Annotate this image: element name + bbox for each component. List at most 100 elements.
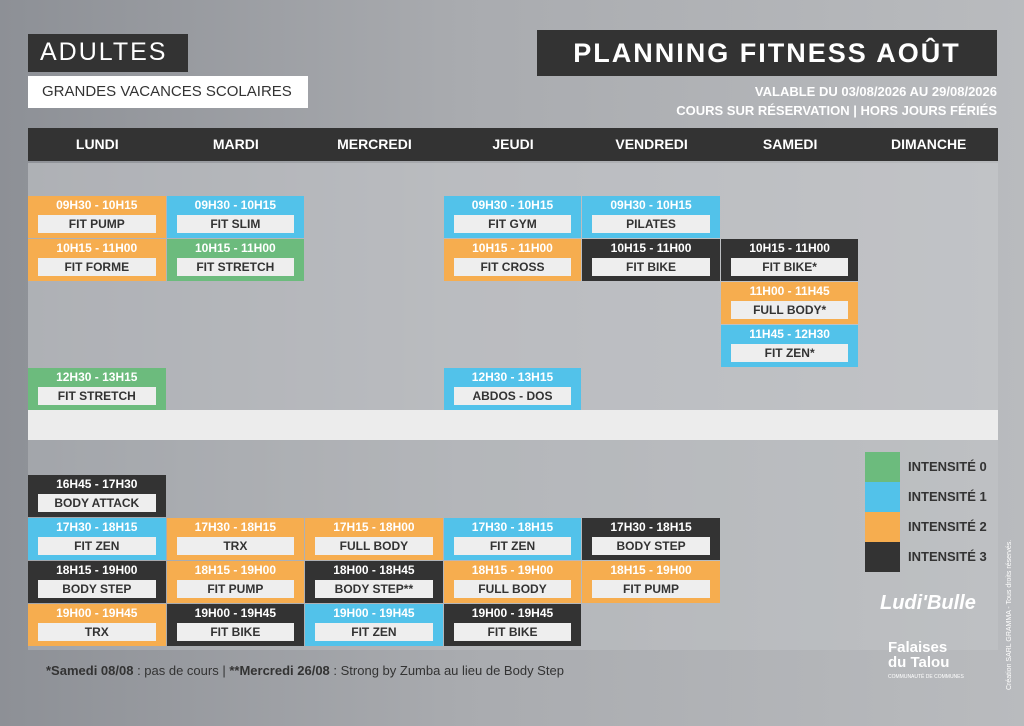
- session-time: 16H45 - 17H30: [56, 477, 138, 491]
- session: 18H00 - 18H45 BODY STEP**: [305, 561, 443, 603]
- session-name: FIT BIKE: [176, 623, 295, 641]
- session-name: FIT FORME: [38, 258, 156, 276]
- session-time: 10H15 - 11H00: [56, 241, 138, 255]
- session: 17H30 - 18H15 TRX: [166, 518, 305, 560]
- footnote-part: : pas de cours |: [133, 663, 230, 678]
- session-name: PILATES: [592, 215, 710, 233]
- day-label: JEUDI: [492, 136, 534, 152]
- day-label: MARDI: [212, 136, 259, 152]
- community-logo: Falaises du Talou: [888, 639, 950, 671]
- legend-label: INTENSITÉ 1: [908, 489, 987, 504]
- legend-label: INTENSITÉ 2: [908, 519, 987, 534]
- session-name: FIT ZEN: [315, 623, 433, 641]
- session-time: 19H00 - 19H45: [471, 606, 554, 620]
- session: 10H15 - 11H00 FIT STRETCH: [166, 239, 305, 281]
- session: 18H15 - 19H00 BODY STEP: [28, 561, 166, 603]
- session-name: FIT ZEN*: [730, 344, 849, 362]
- legend-swatch: [865, 452, 900, 482]
- session-name: FIT BIKE*: [730, 258, 849, 276]
- session: 19H00 - 19H45 FIT ZEN: [305, 604, 443, 646]
- session-name: FIT PUMP: [592, 580, 710, 598]
- session-time: 10H15 - 11H00: [472, 241, 553, 255]
- session: 17H15 - 18H00 FULL BODY: [305, 518, 443, 560]
- legend-label: INTENSITÉ 0: [908, 459, 987, 474]
- legend-swatch: [865, 512, 900, 542]
- session-time: 19H00 - 19H45: [194, 606, 277, 620]
- title: PLANNING FITNESS AOÛT: [537, 30, 997, 76]
- session: 09H30 - 10H15 PILATES: [582, 196, 720, 238]
- session-time: 18H15 - 19H00: [56, 563, 138, 577]
- day-label: SAMEDI: [762, 136, 818, 152]
- session-time: 19H00 - 19H45: [56, 606, 138, 620]
- session-time: 18H00 - 18H45: [333, 563, 415, 577]
- session-time: 19H00 - 19H45: [333, 606, 415, 620]
- session: 12H30 - 13H15 FIT STRETCH: [28, 368, 166, 410]
- session-name: FIT ZEN: [38, 537, 156, 555]
- footnote-part: *Samedi 08/08: [46, 663, 134, 678]
- session-name: FIT GYM: [453, 215, 572, 233]
- day-bar: [28, 128, 998, 161]
- session-name: BODY ATTACK: [38, 494, 156, 512]
- session: 17H30 - 18H15 FIT ZEN: [28, 518, 166, 560]
- session-time: 17H30 - 18H15: [471, 520, 554, 534]
- session-name: FULL BODY*: [730, 301, 849, 319]
- session: 10H15 - 11H00 FIT CROSS: [443, 239, 582, 281]
- day-label: VENDREDI: [615, 136, 688, 152]
- community-sub: COMMUNAUTÉ DE COMMUNES: [888, 674, 964, 680]
- session-name: FIT STRETCH: [176, 258, 295, 276]
- session-time: 10H15 - 11H00: [610, 241, 692, 255]
- session: 18H15 - 19H00 FIT PUMP: [166, 561, 305, 603]
- session-name: FIT BIKE: [592, 258, 710, 276]
- session-time: 17H30 - 18H15: [194, 520, 277, 534]
- session-name: FIT BIKE: [453, 623, 572, 641]
- session-time: 18H15 - 19H00: [471, 563, 554, 577]
- legend-swatch: [865, 482, 900, 512]
- session: 10H15 - 11H00 FIT FORME: [28, 239, 166, 281]
- session-name: FULL BODY: [315, 537, 433, 555]
- credit: Création SARL GRAMMA - Tous droits réser…: [1006, 539, 1013, 690]
- session: 17H30 - 18H15 BODY STEP: [582, 518, 720, 560]
- session: 12H30 - 13H15 ABDOS - DOS: [443, 368, 582, 410]
- badge: ADULTES: [28, 34, 188, 72]
- brand-logo: Ludi'Bulle: [880, 592, 976, 614]
- session: 09H30 - 10H15 FIT SLIM: [166, 196, 305, 238]
- session: 17H30 - 18H15 FIT ZEN: [443, 518, 582, 560]
- session-time: 12H30 - 13H15: [471, 370, 554, 384]
- day-label: DIMANCHE: [890, 136, 967, 152]
- session: 09H30 - 10H15 FIT PUMP: [28, 196, 166, 238]
- session: 11H00 - 11H45 FULL BODY*: [720, 282, 859, 324]
- session-name: FIT PUMP: [38, 215, 156, 233]
- session-name: FIT SLIM: [176, 215, 295, 233]
- session-time: 17H30 - 18H15: [56, 520, 138, 534]
- session-time: 09H30 - 10H15: [471, 198, 554, 212]
- session-time: 09H30 - 10H15: [56, 198, 138, 212]
- session: 19H00 - 19H45 TRX: [28, 604, 166, 646]
- legend-swatch: [865, 542, 900, 572]
- validity: VALABLE DU 03/08/2026 AU 29/08/2026: [754, 84, 997, 99]
- footnote-part: **Mercredi 26/08: [229, 663, 330, 678]
- session-name: FIT STRETCH: [38, 387, 156, 405]
- subtitle: GRANDES VACANCES SCOLAIRES: [28, 76, 308, 108]
- session-time: 10H15 - 11H00: [749, 241, 830, 255]
- session-time: 17H30 - 18H15: [610, 520, 692, 534]
- session-name: BODY STEP**: [315, 580, 433, 598]
- session-time: 10H15 - 11H00: [194, 241, 276, 255]
- session: 18H15 - 19H00 FULL BODY: [443, 561, 582, 603]
- session-name: TRX: [38, 623, 156, 641]
- session: 16H45 - 17H30 BODY ATTACK: [28, 475, 166, 517]
- session-time: 17H15 - 18H00: [333, 520, 415, 534]
- session-time: 11H00 - 11H45: [749, 284, 830, 298]
- note: COURS SUR RÉSERVATION | HORS JOURS FÉRIÉ…: [676, 103, 997, 118]
- break-strip: [28, 410, 998, 440]
- session: 10H15 - 11H00 FIT BIKE*: [720, 239, 859, 281]
- session-time: 12H30 - 13H15: [56, 370, 138, 384]
- session-name: BODY STEP: [38, 580, 156, 598]
- session-time: 18H15 - 19H00: [610, 563, 692, 577]
- session: 19H00 - 19H45 FIT BIKE: [443, 604, 582, 646]
- day-label: LUNDI: [75, 136, 119, 152]
- session: 18H15 - 19H00 FIT PUMP: [582, 561, 720, 603]
- session-name: FULL BODY: [453, 580, 572, 598]
- session-time: 18H15 - 19H00: [194, 563, 277, 577]
- footnote: *Samedi 08/08 : pas de cours | **Mercred…: [46, 663, 564, 678]
